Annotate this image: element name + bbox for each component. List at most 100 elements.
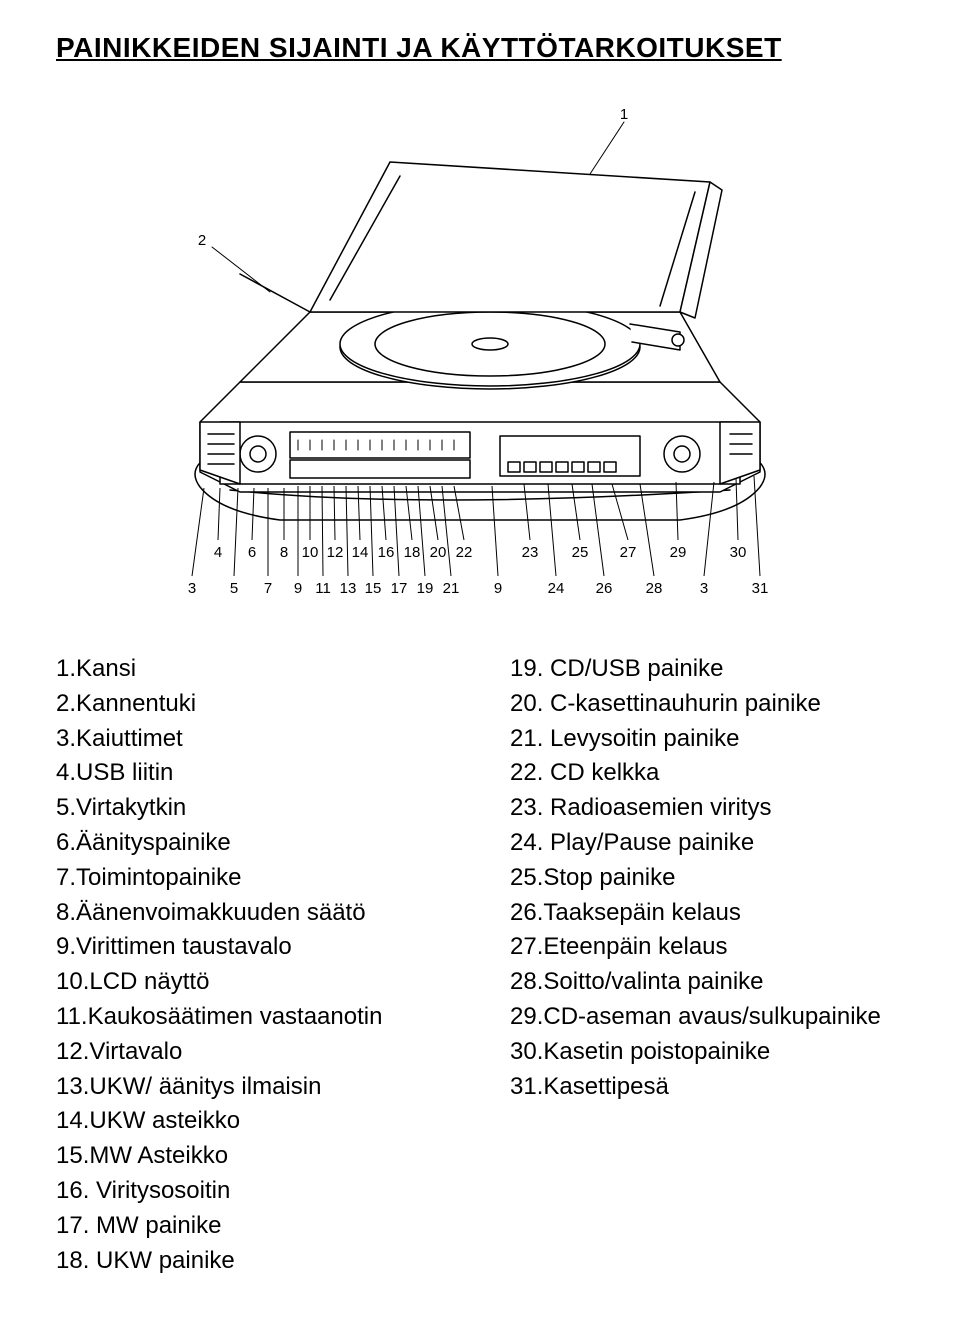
legend-num: 17.: [56, 1209, 89, 1244]
legend-row: 31. Kasettipesä: [510, 1070, 904, 1105]
diagram-callout: 30: [730, 544, 747, 561]
legend-num: 2.: [56, 687, 76, 722]
diagram-callout: 1: [620, 106, 628, 123]
legend-label: Äänenvoimakkuuden säätö: [76, 899, 366, 926]
legend-label: Eteenpäin kelaus: [543, 933, 727, 960]
legend-row: 8. Äänenvoimakkuuden säätö: [56, 896, 450, 931]
legend-label: Virittimen taustavalo: [76, 933, 292, 960]
diagram-callout: 9: [494, 580, 502, 597]
legend-row: 20. C-kasettinauhurin painike: [510, 687, 904, 722]
legend-num: 9.: [56, 930, 76, 965]
diagram-callout: 24: [548, 580, 565, 597]
legend-label: Soitto/valinta painike: [543, 968, 763, 995]
legend-label: Kasetin poistopainike: [543, 1038, 770, 1065]
diagram-callout: 14: [352, 544, 369, 561]
legend-row: 19. CD/USB painike: [510, 652, 904, 687]
legend-num: 4.: [56, 756, 76, 791]
diagram-callout: 27: [620, 544, 637, 561]
legend-num: 5.: [56, 791, 76, 826]
legend-num: 24.: [510, 826, 543, 861]
legend-num: 16.: [56, 1174, 89, 1209]
diagram-callout: 15: [365, 580, 382, 597]
diagram-callout: 23: [522, 544, 539, 561]
legend-row: 12. Virtavalo: [56, 1035, 450, 1070]
legend-num: 12.: [56, 1035, 89, 1070]
legend-row: 14. UKW asteikko: [56, 1104, 450, 1139]
legend-num: 18.: [56, 1244, 89, 1279]
legend-label: CD kelkka: [543, 759, 659, 786]
legend-label: USB liitin: [76, 759, 173, 786]
legend-row: 18. UKW painike: [56, 1244, 450, 1279]
legend-label: Äänityspainike: [76, 829, 231, 856]
diagram-callout: 7: [264, 580, 272, 597]
diagram-callout: 28: [646, 580, 663, 597]
legend-label: Stop painike: [543, 864, 675, 891]
legend-label: Kaukosäätimen vastaanotin: [88, 1003, 383, 1030]
legend-label: UKW painike: [89, 1247, 234, 1274]
diagram-container: 1246810121416182022232527293035791113151…: [56, 92, 904, 612]
legend-num: 21.: [510, 722, 543, 757]
legend-label: CD/USB painike: [543, 655, 723, 682]
legend-num: 29.: [510, 1000, 543, 1035]
legend-num: 7.: [56, 861, 76, 896]
turntable-line-art: [120, 92, 840, 612]
legend-num: 30.: [510, 1035, 543, 1070]
legend-col-right: 19. CD/USB painike20. C-kasettinauhurin …: [510, 652, 904, 1278]
legend-num: 27.: [510, 930, 543, 965]
legend-label: UKW/ äänitys ilmaisin: [89, 1073, 321, 1100]
diagram-callout: 2: [198, 232, 206, 249]
legend-row: 2. Kannentuki: [56, 687, 450, 722]
legend-label: C-kasettinauhurin painike: [543, 690, 821, 717]
legend-num: 6.: [56, 826, 76, 861]
legend-row: 16. Viritysosoitin: [56, 1174, 450, 1209]
legend-row: 6. Äänityspainike: [56, 826, 450, 861]
diagram-callout: 22: [456, 544, 473, 561]
diagram-callout: 21: [443, 580, 460, 597]
diagram-callout: 18: [404, 544, 421, 561]
legend-row: 3. Kaiuttimet: [56, 722, 450, 757]
legend-num: 31.: [510, 1070, 543, 1105]
legend-col-left: 1. Kansi2. Kannentuki3. Kaiuttimet4. USB…: [56, 652, 450, 1278]
diagram-callout: 16: [378, 544, 395, 561]
legend-row: 27. Eteenpäin kelaus: [510, 930, 904, 965]
legend-label: Kaiuttimet: [76, 725, 183, 752]
legend-label: UKW asteikko: [89, 1107, 240, 1134]
legend-row: 1. Kansi: [56, 652, 450, 687]
legend-row: 25. Stop painike: [510, 861, 904, 896]
legend-num: 14.: [56, 1104, 89, 1139]
legend-num: 20.: [510, 687, 543, 722]
legend-row: 17. MW painike: [56, 1209, 450, 1244]
legend-num: 28.: [510, 965, 543, 1000]
legend-label: Radioasemien viritys: [543, 794, 771, 821]
legend-lists: 1. Kansi2. Kannentuki3. Kaiuttimet4. USB…: [56, 652, 904, 1278]
legend-label: Kasettipesä: [543, 1073, 668, 1100]
legend-num: 15.: [56, 1139, 89, 1174]
legend-row: 15. MW Asteikko: [56, 1139, 450, 1174]
diagram-callout: 4: [214, 544, 222, 561]
product-diagram: 1246810121416182022232527293035791113151…: [120, 92, 840, 612]
diagram-callout: 19: [417, 580, 434, 597]
legend-num: 13.: [56, 1070, 89, 1105]
diagram-callout: 26: [596, 580, 613, 597]
legend-label: Levysoitin painike: [543, 725, 739, 752]
legend-label: Kannentuki: [76, 690, 196, 717]
legend-label: MW Asteikko: [89, 1142, 228, 1169]
legend-num: 1.: [56, 652, 76, 687]
legend-row: 30. Kasetin poistopainike: [510, 1035, 904, 1070]
legend-row: 13. UKW/ äänitys ilmaisin: [56, 1070, 450, 1105]
diagram-callout: 9: [294, 580, 302, 597]
diagram-callout: 5: [230, 580, 238, 597]
legend-row: 21. Levysoitin painike: [510, 722, 904, 757]
diagram-callout: 11: [315, 580, 331, 597]
legend-label: MW painike: [89, 1212, 221, 1239]
legend-num: 25.: [510, 861, 543, 896]
diagram-callout: 25: [572, 544, 589, 561]
diagram-callout: 12: [327, 544, 344, 561]
diagram-callout: 8: [280, 544, 288, 561]
legend-num: 11.: [56, 1000, 88, 1035]
legend-label: Virtakytkin: [76, 794, 186, 821]
legend-label: Toimintopainike: [76, 864, 241, 891]
legend-row: 9. Virittimen taustavalo: [56, 930, 450, 965]
legend-label: Virtavalo: [89, 1038, 182, 1065]
diagram-callout: 20: [430, 544, 447, 561]
